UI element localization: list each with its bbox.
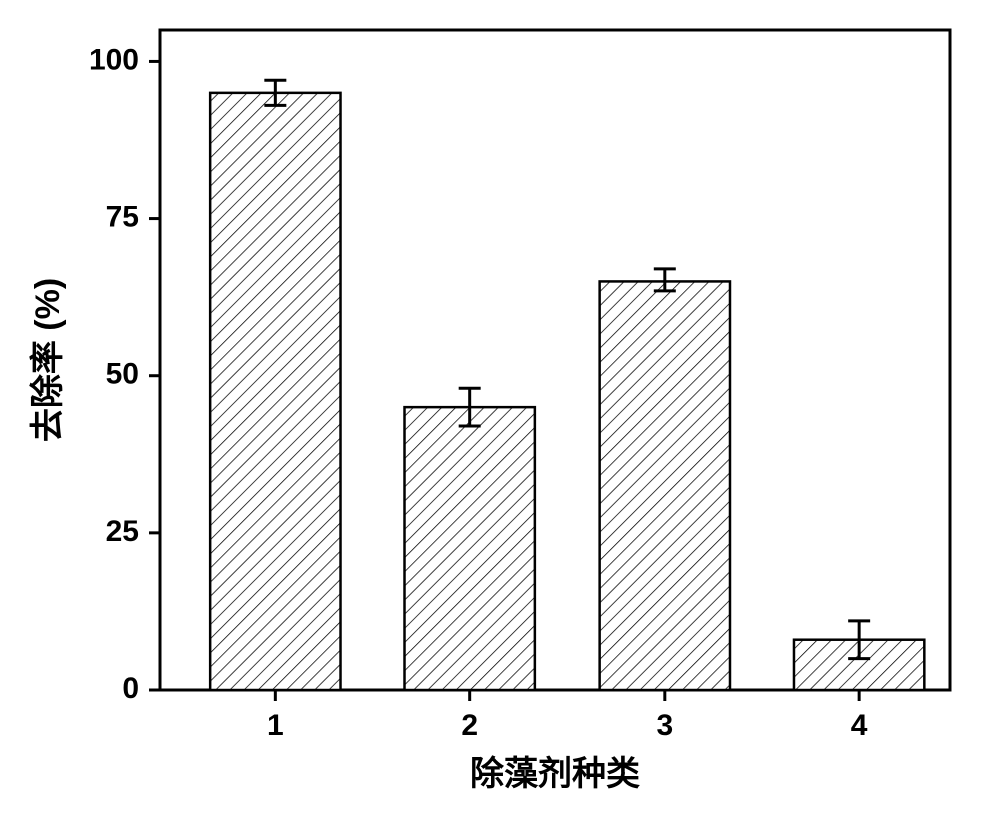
y-tick-label: 75 — [106, 200, 139, 233]
x-tick-label: 1 — [267, 709, 284, 742]
y-axis-label: 去除率 (%) — [28, 278, 67, 442]
y-tick-label: 50 — [106, 358, 139, 391]
x-tick-label: 3 — [656, 709, 673, 742]
y-tick-label: 25 — [106, 515, 139, 548]
x-axis-label: 除藻剂种类 — [470, 754, 640, 793]
bar-chart: 0 25 50 75 100 1 2 3 4 去除率 (%) 除藻剂种类 — [0, 0, 1000, 817]
x-tick-label: 2 — [461, 709, 478, 742]
y-tick-label: 0 — [122, 672, 139, 705]
y-tick-label: 100 — [89, 43, 139, 76]
chart-svg: 0 25 50 75 100 1 2 3 4 去除率 (%) 除藻剂种类 — [0, 0, 1000, 817]
x-tick-label: 4 — [851, 709, 868, 742]
